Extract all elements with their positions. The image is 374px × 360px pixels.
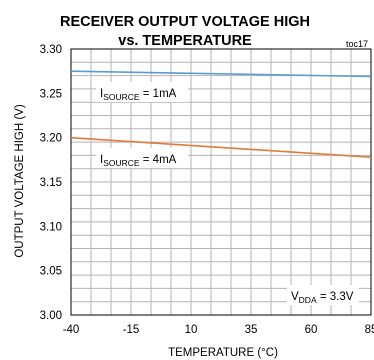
y-tick-labels: 3.30 3.25 3.20 3.15 3.10 3.05 3.00 bbox=[40, 44, 62, 322]
figure-id: toc17 bbox=[346, 39, 368, 49]
series-line-2 bbox=[70, 136, 372, 158]
y-axis-label: OUTPUT VOLTAGE HIGH (V) bbox=[14, 104, 26, 258]
annotation-vdda: VDDA = 3.3V bbox=[287, 285, 359, 305]
x-tick-label: -15 bbox=[123, 324, 140, 336]
y-tick-label: 3.15 bbox=[40, 177, 62, 189]
y-tick-label: 3.00 bbox=[40, 310, 62, 322]
series-group bbox=[70, 70, 372, 158]
annotation-text: ISOURCE = 1mA bbox=[100, 88, 177, 102]
y-tick-label: 3.05 bbox=[40, 266, 62, 278]
y-tick-label: 3.30 bbox=[40, 44, 62, 56]
annotation-isource-4ma: ISOURCE = 4mA bbox=[96, 148, 188, 168]
annotation-bg bbox=[96, 82, 188, 102]
annotation-text: ISOURCE = 4mA bbox=[100, 154, 177, 168]
annotation-text: VDDA = 3.3V bbox=[291, 291, 354, 305]
x-tick-label: -40 bbox=[63, 324, 80, 336]
plot-border bbox=[70, 48, 372, 316]
grid bbox=[71, 49, 371, 315]
annotation-isource-1ma: ISOURCE = 1mA bbox=[96, 82, 188, 102]
y-tick-label: 3.10 bbox=[40, 221, 62, 233]
x-tick-label: 85 bbox=[365, 324, 374, 336]
x-tick-labels: -40 -15 10 35 60 85 bbox=[63, 324, 374, 336]
chart-title-line2: vs. TEMPERATURE bbox=[118, 33, 252, 49]
x-tick-label: 60 bbox=[305, 324, 318, 336]
annotation-bg bbox=[287, 285, 359, 305]
y-tick-label: 3.25 bbox=[40, 88, 62, 100]
x-tick-label: 10 bbox=[185, 324, 198, 336]
annotation-bg bbox=[96, 148, 188, 168]
series-line-1 bbox=[70, 70, 372, 78]
y-tick-label: 3.20 bbox=[40, 133, 62, 145]
x-tick-label: 35 bbox=[245, 324, 258, 336]
x-axis-label: TEMPERATURE (°C) bbox=[168, 347, 278, 359]
chart-title-line1: RECEIVER OUTPUT VOLTAGE HIGH bbox=[60, 14, 310, 30]
